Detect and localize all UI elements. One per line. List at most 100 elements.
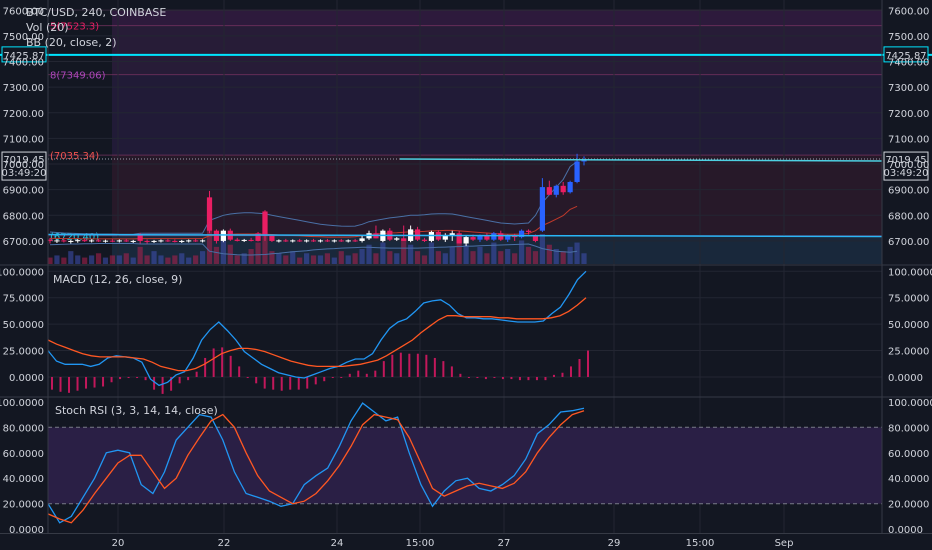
candle-body <box>463 237 469 244</box>
volume-indicator-title[interactable]: Vol (20) <box>26 21 69 34</box>
candle-body <box>338 240 344 242</box>
volume-bar <box>95 253 102 264</box>
macd-histogram-bar <box>272 376 275 390</box>
volume-bar <box>331 257 337 264</box>
candle-body <box>144 240 150 242</box>
candle-body <box>532 235 539 241</box>
volume-bar <box>525 246 532 264</box>
stoch-tick-label-left: 60.0000 <box>3 449 44 460</box>
volume-bar <box>75 255 81 264</box>
volume-bar <box>186 257 192 264</box>
volume-bar <box>151 251 157 264</box>
stoch-k-line <box>47 402 585 524</box>
volume-bar <box>387 251 393 264</box>
macd-tick-label-right: 0.0000 <box>888 373 923 384</box>
stoch-rsi-pane[interactable] <box>47 402 882 524</box>
macd-histogram-bar <box>552 374 555 377</box>
volume-bar <box>463 244 469 264</box>
macd-histogram-bar <box>246 376 249 379</box>
macd-histogram-bar <box>450 366 453 377</box>
volume-bar <box>560 251 566 264</box>
macd-tick-label-left: 75.0000 <box>3 294 44 305</box>
stoch-tick-label-right: 0.0000 <box>888 525 923 536</box>
macd-title[interactable]: MACD (12, 26, close, 9) <box>53 273 182 286</box>
candle-body <box>546 187 552 195</box>
candle-body <box>470 237 476 240</box>
macd-histogram-bar <box>229 355 232 377</box>
macd-histogram-bar <box>280 376 283 391</box>
fib-band <box>112 155 882 236</box>
volume-bar <box>428 242 435 264</box>
candle-body <box>574 161 580 182</box>
fib-label: 5(7523.3) <box>50 22 99 33</box>
countdown-label: 03:49:20 <box>884 168 929 179</box>
candle-body <box>553 185 559 195</box>
macd-histogram-bar <box>102 376 105 387</box>
volume-bar <box>310 255 317 264</box>
macd-histogram-bar <box>331 376 334 379</box>
macd-histogram-bar <box>569 366 572 377</box>
countdown-label: 03:49:20 <box>2 168 47 179</box>
volume-bar <box>102 257 109 264</box>
volume-bar <box>491 242 497 264</box>
volume-bar <box>109 255 116 264</box>
candle-body <box>102 240 109 242</box>
price-pane[interactable]: 5(7523.3) 8(7349.06) (7035.34) (6720.40) 742… <box>0 22 932 264</box>
y-tick-label-left: 6700.00 <box>3 237 44 248</box>
stoch-rsi-title[interactable]: Stoch RSI (3, 3, 14, 14, close) <box>55 404 218 417</box>
volume-bar <box>456 238 462 264</box>
y-tick-label-right: 7100.00 <box>888 134 929 145</box>
candle-body <box>116 240 122 242</box>
volume-bar <box>421 255 428 264</box>
macd-histogram-bar <box>178 376 181 384</box>
signal-line <box>47 297 587 372</box>
y-tick-label-right: 7200.00 <box>888 109 929 120</box>
stoch-tick-label-left: 20.0000 <box>3 500 44 511</box>
candle-body <box>505 235 511 240</box>
volume-bar <box>269 251 275 264</box>
candle-body <box>241 239 247 241</box>
macd-histogram-bar <box>408 353 411 377</box>
macd-histogram-bar <box>153 376 156 390</box>
volume-bar <box>130 257 136 264</box>
y-tick-label-right: 7600.00 <box>888 6 929 17</box>
volume-bar <box>574 242 580 264</box>
volume-bar <box>449 246 455 264</box>
candle-body <box>283 240 289 242</box>
macd-histogram-bar <box>561 372 564 377</box>
macd-histogram-bar <box>535 376 538 381</box>
macd-histogram-bar <box>221 347 224 377</box>
volume-bar <box>408 244 414 264</box>
candle-body <box>213 230 220 241</box>
stoch-tick-label-right: 20.0000 <box>888 500 929 511</box>
candle-body <box>186 240 192 242</box>
volume-bar <box>359 249 365 264</box>
candle-body <box>172 240 178 242</box>
candle-body <box>421 239 428 241</box>
candle-body <box>310 240 317 242</box>
macd-pane[interactable] <box>47 270 589 394</box>
volume-bar <box>47 257 53 264</box>
macd-histogram-bar <box>348 373 351 377</box>
volume-bar <box>380 242 386 264</box>
candle-body <box>234 239 240 241</box>
volume-bar <box>484 253 490 264</box>
chart-title: BTC/USD, 240, COINBASE <box>26 6 166 19</box>
bb-indicator-title[interactable]: BB (20, close, 2) <box>26 36 117 49</box>
candle-body <box>317 240 324 242</box>
macd-histogram-bar <box>212 348 215 377</box>
volume-bar <box>324 253 331 264</box>
volume-bar <box>206 204 213 264</box>
candle-body <box>165 240 171 242</box>
candle-body <box>47 239 53 241</box>
candle-body <box>130 240 136 242</box>
candle-body <box>512 235 518 238</box>
volume-bar <box>303 253 310 264</box>
macd-histogram-bar <box>51 376 53 390</box>
candle-body <box>199 240 206 242</box>
volume-bar <box>220 238 226 264</box>
volume-bar <box>172 255 178 264</box>
macd-tick-label-left: 25.0000 <box>3 347 44 358</box>
volume-bar <box>290 251 296 264</box>
